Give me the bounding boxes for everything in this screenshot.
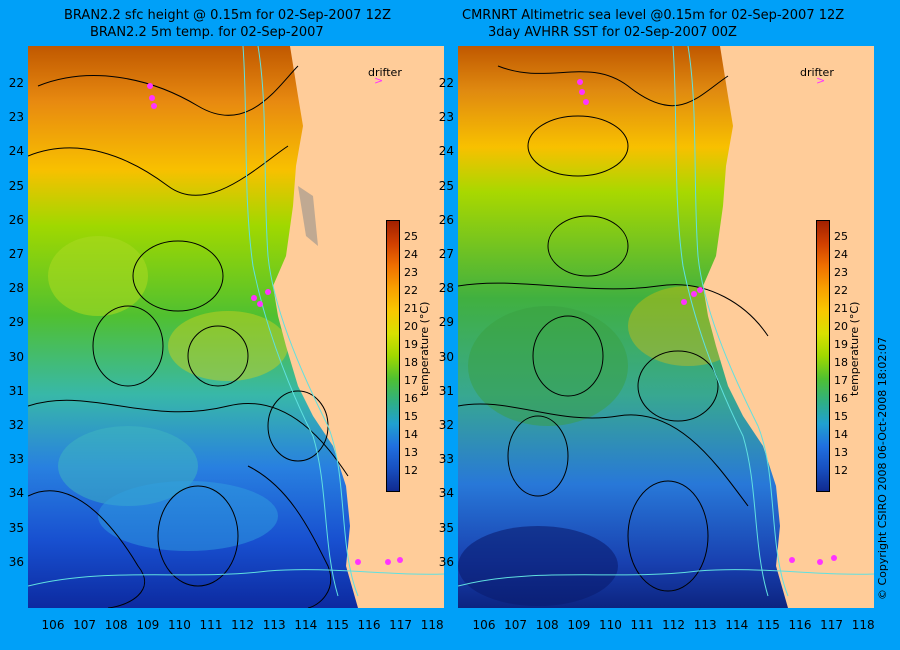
latitude-label: 30 [438,349,454,364]
right-title-line1: CMRNRT Altimetric sea level @0.15m for 0… [462,8,845,23]
longitude-label: 110 [167,618,191,632]
longitude-label: 112 [231,618,255,632]
longitude-label: 108 [104,618,128,632]
longitude-label: 109 [136,618,160,632]
longitude-label: 114 [725,618,749,632]
colorbar-ticks: 25 24 23 22 21 20 19 18 17 16 15 14 13 12 [404,230,418,477]
sea-level-contours [458,65,769,592]
longitude-label: 106 [41,618,65,632]
latitude-label: 31 [8,383,24,398]
longitude-label: 114 [294,618,318,632]
longitude-label: 107 [73,618,97,632]
latitude-label: 33 [8,452,24,467]
longitude-label: 115 [756,618,780,632]
land-mass [273,46,444,608]
latitude-label: 27 [8,247,24,261]
latitude-label: 23 [8,110,24,125]
colorbar-ticks: 25 24 23 22 21 20 19 18 17 16 15 14 13 12 [834,230,848,477]
latitude-label: 25 [438,178,454,193]
longitude-label: 109 [567,618,591,632]
drifter-markers [577,79,837,565]
drifter-legend-symbol: > [374,74,383,87]
latitude-label: 26 [8,212,24,227]
land-mass [703,46,874,608]
latitude-label: 36 [438,554,454,569]
longitude-label: 108 [535,618,559,632]
left-map-panel: > drifter 25 24 23 22 21 20 19 18 17 16 15 14 13… [28,46,444,608]
latitude-label: 29 [438,315,454,330]
right-title-line2: 3day AVHRR SST for 02-Sep-2007 00Z [488,25,737,40]
latitude-label: 31 [438,383,454,398]
left-title-line1: BRAN2.2 sfc height @ 0.15m for 02-Sep-20… [64,8,392,23]
latitude-label: 29 [8,315,24,330]
latitude-label: 23 [438,110,454,125]
longitude-label: 116 [357,618,381,632]
latitude-label: 34 [8,486,24,501]
longitude-label: 115 [325,618,349,632]
latitude-label: 25 [8,178,24,193]
latitude-label: 26 [438,212,454,227]
longitude-label: 107 [504,618,528,632]
colorbar-title: temperature (°C) [848,301,861,396]
isobath-lines [28,46,444,597]
longitude-label: 111 [199,618,223,632]
latitude-label: 32 [8,418,24,432]
latitude-label: 24 [8,144,24,159]
longitude-label: 112 [662,618,686,632]
longitude-label: 110 [598,618,622,632]
drifter-markers [147,83,403,565]
latitude-label: 30 [8,349,24,364]
longitude-label: 117 [389,618,413,632]
latitude-label: 28 [8,281,24,296]
latitude-label: 34 [438,486,454,501]
colorbar [386,220,400,492]
latitude-label: 32 [438,418,454,432]
latitude-label: 24 [438,144,454,159]
latitude-label: 35 [8,520,24,535]
colorbar [816,220,830,492]
copyright-text: © Copyright CSIRO 2008 06-Oct-2008 18:02… [876,336,889,600]
longitude-label: 118 [420,618,444,632]
longitude-label: 113 [262,618,286,632]
latitude-label: 22 [8,76,24,90]
latitude-label: 27 [438,247,454,261]
right-map-panel: > drifter 25 24 23 22 21 20 19 18 17 16 15 14 13… [458,46,874,608]
longitude-label: 113 [693,618,717,632]
drifter-legend-symbol: > [816,74,825,87]
sea-level-contours [28,65,349,608]
longitude-label: 106 [472,618,496,632]
left-map-graphic: > [28,46,444,608]
longitude-label: 111 [630,618,654,632]
latitude-label: 33 [438,452,454,467]
isobath-lines [458,46,874,597]
latitude-label: 36 [8,554,24,569]
latitude-label: 22 [438,76,454,90]
longitude-label: 118 [851,618,875,632]
drifter-legend-label: drifter [368,66,402,79]
latitude-label: 35 [438,520,454,535]
longitude-label: 116 [788,618,812,632]
longitude-label: 117 [820,618,844,632]
right-map-graphic: > [458,46,874,608]
latitude-label: 28 [438,281,454,296]
left-title-line2: BRAN2.2 5m temp. for 02-Sep-2007 [90,25,324,40]
drifter-legend-label: drifter [800,66,834,79]
